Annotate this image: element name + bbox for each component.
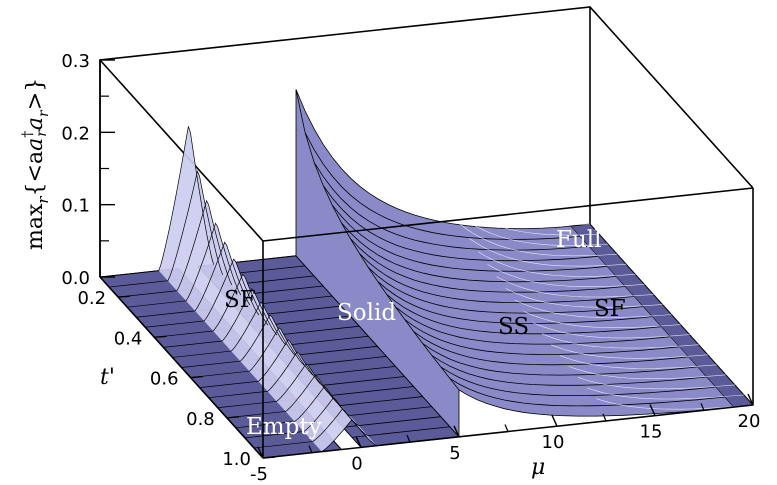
surface-layer [100,89,753,458]
y-tick-label: 0.2 [77,288,106,309]
x-tick-label: 10 [542,432,565,453]
svg-text:maxr{<aa†rar>}: maxr{<aa†rar>} [20,78,52,250]
y-axis-label: t' [100,365,115,390]
y-tick-label: 1.0 [222,449,251,470]
y-tick-mark [154,336,166,337]
z-tick-label: 0.3 [61,51,90,72]
z-axis-label: maxr{<aa†rar>} [20,78,52,250]
sf-right-contour-line [433,167,590,224]
y-tick-label: 0.6 [150,369,179,390]
region-label-full: Full [556,227,601,253]
z-tick-label: 0.2 [61,123,90,144]
y-tick-mark [191,377,203,378]
x-tick-label: 5 [449,443,460,464]
y-tick-label: 0.8 [186,409,215,430]
x-tick-label: 20 [738,411,761,432]
region-label-sf-right: SF [594,296,626,322]
x-tick-label: 15 [640,422,663,443]
z-tick-label: 0.0 [61,268,90,289]
y-tick-label: 0.4 [114,328,143,349]
y-tick-mark [227,417,239,418]
x-axis-label: μ [531,455,545,480]
region-label-ss: SS [498,314,529,340]
x-tick-label: 0 [351,453,362,474]
x-tick-mark [552,415,557,426]
x-tick-label: -5 [250,464,268,485]
region-label-empty: Empty [246,414,322,440]
region-label-sf-left: SF [224,287,256,313]
region-label-solid: Solid [337,300,396,326]
y-tick-mark [118,296,130,297]
x-minor-tick-mark [505,425,508,432]
y-tick-mark [263,457,275,458]
z-tick-label: 0.1 [61,196,90,217]
